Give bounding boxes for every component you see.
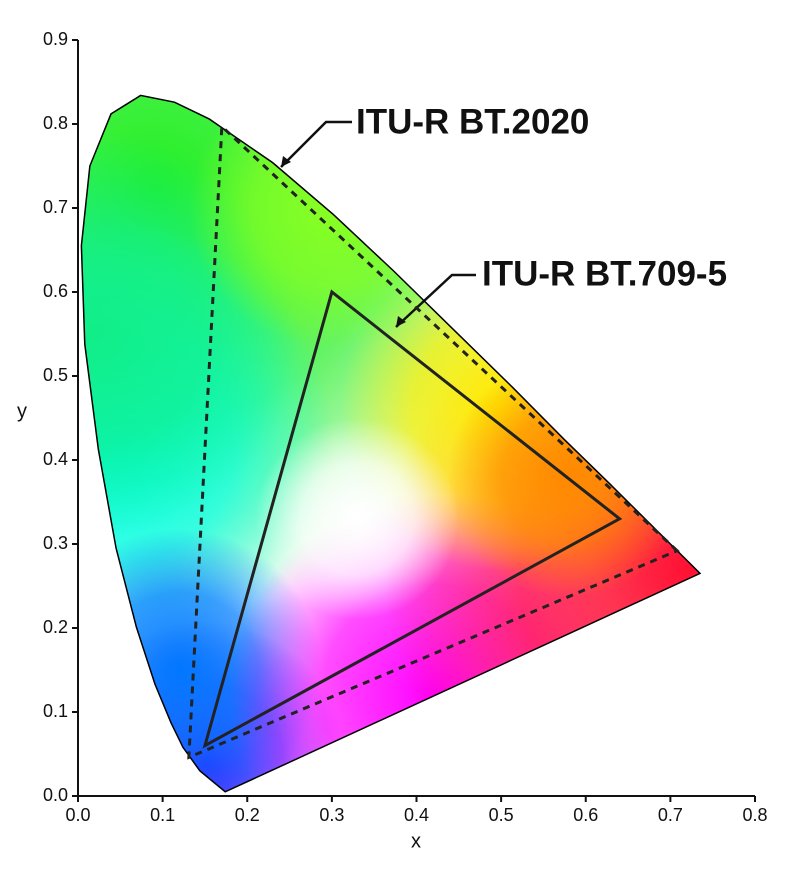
- x-tick-label: 0.2: [235, 805, 260, 825]
- x-tick-label: 0.5: [489, 805, 514, 825]
- gamut-triangle: [187, 123, 680, 760]
- arrowhead: [281, 156, 291, 167]
- y-tick-label: 0.8: [43, 113, 68, 133]
- gamut-triangle: [202, 289, 623, 749]
- arrowhead: [396, 316, 406, 327]
- x-tick-label: 0.7: [658, 805, 683, 825]
- x-tick-label: 0.1: [150, 805, 175, 825]
- y-tick-label: 0.7: [43, 197, 68, 217]
- y-tick-label: 0.4: [43, 449, 68, 469]
- y-axis-title: y: [17, 400, 27, 422]
- annotation-bt709: ITU-R BT.709-5: [482, 254, 727, 293]
- x-tick-label: 0.0: [65, 805, 90, 825]
- x-tick-label: 0.8: [742, 805, 767, 825]
- y-tick-label: 0.6: [43, 281, 68, 301]
- y-tick-label: 0.5: [43, 365, 68, 385]
- y-tick-label: 0.0: [43, 785, 68, 805]
- x-axis-title: x: [411, 830, 421, 852]
- color-blob: [255, 418, 459, 620]
- annotation-bt2020: ITU-R BT.2020: [356, 102, 589, 141]
- x-tick-label: 0.6: [573, 805, 598, 825]
- annotation-arrow: [395, 273, 476, 328]
- spectral-locus: [80, 94, 702, 793]
- y-tick-label: 0.2: [43, 617, 68, 637]
- x-tick-label: 0.4: [404, 805, 429, 825]
- y-tick-label: 0.1: [43, 701, 68, 721]
- y-tick-label: 0.9: [43, 29, 68, 49]
- y-tick-label: 0.3: [43, 533, 68, 553]
- annotation-arrow: [280, 120, 352, 168]
- x-tick-label: 0.3: [319, 805, 344, 825]
